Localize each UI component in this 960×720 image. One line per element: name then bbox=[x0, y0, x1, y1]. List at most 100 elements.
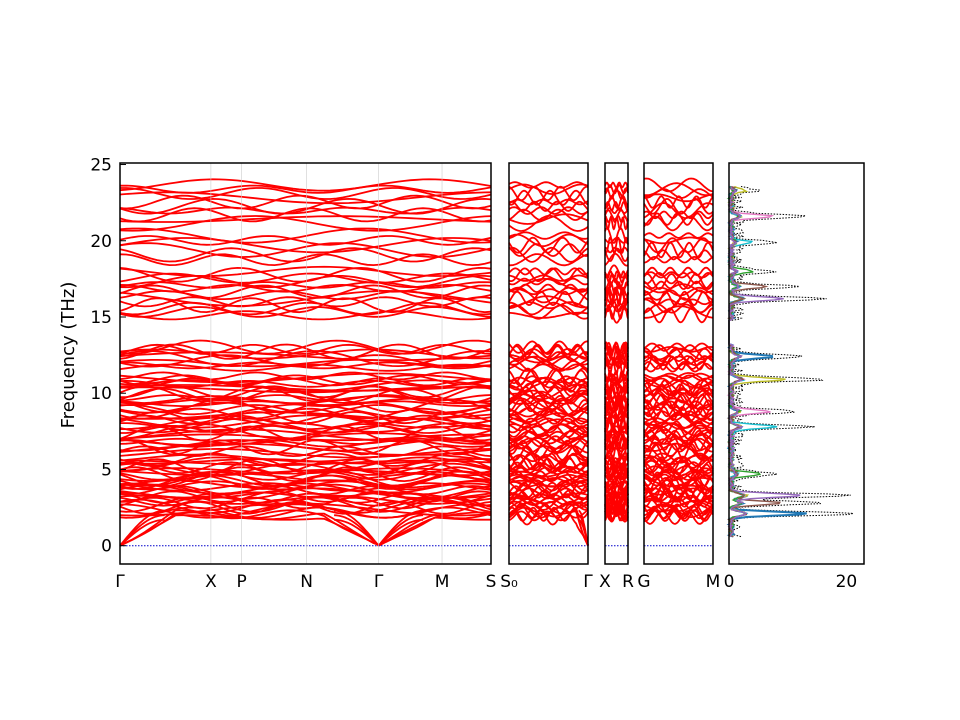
band-line bbox=[119, 401, 492, 414]
band-line bbox=[509, 295, 589, 309]
band-line bbox=[119, 384, 492, 392]
band-line bbox=[604, 227, 629, 244]
y-tick-label: 0 bbox=[101, 537, 112, 557]
band-line bbox=[508, 470, 589, 482]
band-line bbox=[643, 344, 714, 360]
panel-frame bbox=[119, 162, 492, 565]
band-line bbox=[643, 193, 714, 203]
y-tick-label: 20 bbox=[90, 232, 112, 252]
y-axis-title: Frequency (THz) bbox=[58, 282, 79, 429]
band-line bbox=[119, 215, 492, 232]
band-line bbox=[119, 514, 491, 547]
band-line bbox=[643, 346, 714, 353]
band-line bbox=[508, 200, 589, 212]
kpoint-label: S₀ bbox=[500, 572, 518, 592]
band-line bbox=[508, 355, 589, 366]
kpoint-label: Γ bbox=[583, 572, 593, 592]
band-line bbox=[605, 264, 629, 279]
kpoint-label: X bbox=[599, 572, 611, 592]
band-line bbox=[119, 235, 492, 246]
panel-frame bbox=[508, 162, 589, 565]
band-line bbox=[643, 236, 714, 245]
band-line bbox=[119, 371, 492, 381]
band-line bbox=[643, 266, 714, 277]
y-tick-label: 15 bbox=[90, 308, 112, 328]
band-line bbox=[119, 178, 492, 192]
band-line bbox=[119, 372, 492, 384]
band-line bbox=[119, 350, 492, 368]
band-line bbox=[508, 394, 589, 405]
band-line bbox=[643, 410, 714, 421]
band-line bbox=[508, 267, 589, 283]
dos-partial-line bbox=[727, 186, 801, 537]
band-line bbox=[643, 215, 714, 232]
band-line bbox=[119, 289, 492, 307]
band-line bbox=[643, 463, 714, 479]
band-line bbox=[119, 301, 492, 316]
kpoint-label: R bbox=[622, 572, 634, 592]
band-line bbox=[119, 247, 492, 263]
band-line bbox=[119, 385, 492, 403]
band-line bbox=[508, 243, 589, 257]
band-line bbox=[643, 422, 714, 429]
band-line bbox=[119, 297, 492, 314]
band-line bbox=[119, 266, 492, 283]
band-line bbox=[643, 452, 714, 464]
band-line bbox=[604, 359, 629, 376]
band-line bbox=[643, 241, 714, 259]
band-line bbox=[119, 458, 492, 475]
band-line bbox=[508, 425, 589, 442]
band-line bbox=[119, 237, 492, 254]
band-line bbox=[508, 343, 589, 356]
band-panel-4 bbox=[643, 177, 714, 547]
band-line bbox=[508, 435, 589, 448]
kpoint-label: P bbox=[237, 572, 247, 592]
band-line bbox=[604, 209, 629, 221]
kpoint-label: S bbox=[486, 572, 497, 592]
band-line bbox=[119, 452, 492, 467]
band-panel-1 bbox=[119, 163, 492, 564]
band-line bbox=[119, 480, 492, 491]
band-line bbox=[508, 340, 589, 354]
band-line bbox=[604, 350, 629, 367]
band-line bbox=[119, 445, 492, 458]
band-line bbox=[509, 363, 589, 372]
band-line bbox=[643, 400, 714, 411]
band-line bbox=[643, 487, 714, 503]
band-line bbox=[119, 253, 492, 267]
band-line bbox=[508, 301, 589, 316]
band-line bbox=[119, 343, 492, 360]
band-line bbox=[643, 355, 714, 363]
panel-frame bbox=[604, 162, 629, 565]
band-line bbox=[119, 438, 492, 448]
band-line bbox=[604, 481, 629, 493]
band-line bbox=[508, 189, 589, 206]
kpoint-label: M bbox=[435, 572, 450, 592]
band-line bbox=[508, 231, 589, 240]
band-line bbox=[120, 187, 492, 200]
band-line bbox=[119, 207, 492, 223]
acoustic-branch bbox=[119, 518, 165, 547]
band-line bbox=[643, 477, 714, 488]
panel-frames bbox=[119, 162, 865, 565]
band-line bbox=[643, 307, 713, 324]
dos-partial-line bbox=[726, 185, 807, 538]
band-line bbox=[643, 290, 714, 307]
band-line bbox=[119, 184, 492, 194]
band-line bbox=[119, 461, 492, 475]
band-panel-3 bbox=[604, 181, 629, 547]
band-line bbox=[508, 288, 589, 296]
band-line bbox=[643, 182, 714, 197]
y-tick-label: 25 bbox=[90, 156, 112, 176]
band-line bbox=[643, 271, 714, 279]
band-line bbox=[643, 305, 714, 319]
band-line bbox=[643, 441, 714, 457]
band-line bbox=[604, 181, 629, 189]
dos-frame bbox=[728, 162, 865, 565]
band-line bbox=[119, 348, 492, 360]
band-line bbox=[508, 423, 589, 432]
y-tick-label: 5 bbox=[101, 460, 112, 480]
acoustic-branch bbox=[377, 518, 424, 547]
